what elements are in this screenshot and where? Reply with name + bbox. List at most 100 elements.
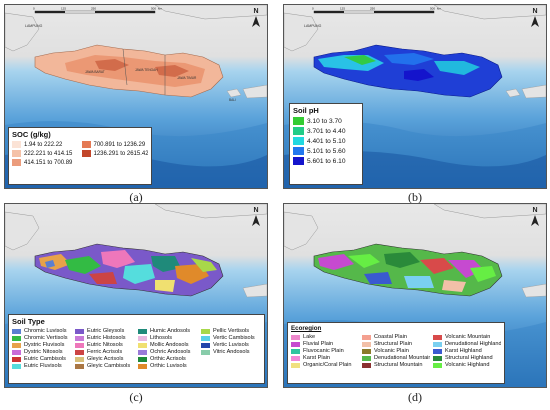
legend-label: Gleyic Cambisols [87, 363, 131, 369]
legend-label: 3.701 to 4.40 [307, 127, 346, 135]
legend-item: Pellic Vertisols [201, 328, 261, 334]
scale-bar: 0 125 250 500 km [33, 7, 163, 14]
north-arrow-icon: N [249, 8, 263, 28]
legend-swatch [362, 348, 371, 354]
legend-swatch [433, 348, 442, 354]
caption-d: (d) [408, 390, 422, 404]
legend-ph: Soil pH 3.10 to 3.70 3.701 to 4.40 4.401 t… [289, 103, 363, 185]
legend-label: Dystric Nitosols [24, 349, 63, 355]
legend-items: Chromic Luvisols Eutric Gleysols Humic And… [9, 328, 264, 371]
legend-label: Ferric Acrisols [87, 349, 123, 355]
legend-swatch [12, 328, 21, 334]
map-panel-soil-type: N Soil Type Chromic Luvisols Eutric Gleys… [4, 203, 268, 388]
legend-swatch [433, 334, 442, 340]
legend-label: 4.401 to 5.10 [307, 137, 346, 145]
legend-item: Denudational Highland [433, 341, 501, 347]
svg-text:250: 250 [370, 7, 375, 11]
legend-item: Volcanic Plain [362, 348, 430, 354]
label-bali: BALI [229, 98, 236, 102]
legend-item: Eutric Histosols [75, 335, 135, 341]
legend-item: Mollic Andosols [138, 342, 198, 348]
legend-label: Structural Mountain [374, 362, 423, 368]
legend-item: Chromic Vertisols [12, 335, 72, 341]
legend-swatch [12, 159, 21, 166]
legend-item: Orthic Luvisols [138, 363, 198, 369]
legend-label: Gleyic Acrisols [87, 356, 124, 362]
legend-swatch [138, 356, 147, 362]
legend-item: Gleyic Cambisols [75, 363, 135, 369]
legend-item: Orthic Acrisols [138, 356, 198, 362]
svg-text:500: 500 [151, 7, 156, 11]
legend-item: Dystric Fluvisols [12, 342, 72, 348]
legend-item: Denudational Mountain [362, 355, 430, 361]
legend-item: Vitric Andosols [201, 349, 261, 355]
legend-label: Coastal Plain [374, 334, 407, 340]
legend-label: Chromic Vertisols [24, 335, 68, 341]
label-lampung: LAMPUNG [25, 24, 43, 28]
legend-label: Structural Plain [374, 341, 412, 347]
legend-label: Ochric Andosols [150, 349, 191, 355]
legend-title: Soil pH [293, 106, 319, 115]
legend-swatch [362, 362, 371, 368]
legend-swatch [201, 342, 210, 348]
legend-swatch [362, 341, 371, 347]
legend-swatch [433, 362, 442, 368]
legend-swatch [12, 141, 21, 148]
legend-label: Volcanic Plain [374, 348, 409, 354]
legend-swatch [433, 341, 442, 347]
legend-label: Karst Plain [303, 355, 331, 361]
legend-item: 5.601 to 6.10 [293, 157, 359, 165]
legend-label: Volcanic Mountain [445, 334, 491, 340]
legend-swatch [75, 349, 84, 355]
legend-swatch [12, 150, 21, 157]
legend-label: Humic Andosols [150, 328, 191, 334]
legend-label: Eutric Nitosols [87, 342, 123, 348]
legend-label: 1.94 to 222.22 [24, 141, 63, 148]
legend-swatch [293, 137, 304, 145]
legend-swatch [201, 335, 210, 341]
legend-label: Chromic Luvisols [24, 328, 67, 334]
legend-item: Volcanic Highland [433, 362, 501, 368]
legend-label: 700.891 to 1236.29 [93, 141, 146, 148]
legend-item [201, 363, 261, 369]
legend-label: Mollic Andosols [150, 342, 189, 348]
legend-item: 222.221 to 414.15 [12, 150, 79, 157]
legend-label: Organic/Coral Plain [303, 362, 352, 368]
legend-swatch [75, 335, 84, 341]
legend-swatch [138, 349, 147, 355]
legend-label: 414.151 to 700.89 [24, 159, 73, 166]
legend-label: Fluvial Plain [303, 341, 334, 347]
legend-swatch [433, 355, 442, 361]
legend-label: Vertic Cambisols [213, 335, 255, 341]
label-jawa-timur: JAWA TIMUR [177, 76, 197, 80]
legend-item: 5.101 to 5.60 [293, 147, 359, 155]
legend-item: Eutric Cambisols [12, 356, 72, 362]
legend-label: 1236.291 to 2615.42 [93, 150, 149, 157]
legend-item: Lake [291, 334, 359, 340]
legend-item: 3.701 to 4.40 [293, 127, 359, 135]
legend-item: Coastal Plain [362, 334, 430, 340]
legend-item: 700.891 to 1236.29 [81, 141, 149, 148]
legend-swatch [75, 363, 84, 369]
legend-item: Humic Andosols [138, 328, 198, 334]
legend-item: Structural Highland [433, 355, 501, 361]
label-jawa-barat: JAWA BARAT [85, 70, 105, 74]
legend-label: 5.601 to 6.10 [307, 157, 346, 165]
legend-label: Denudational Mountain [374, 355, 430, 361]
legend-item: Ochric Andosols [138, 349, 198, 355]
legend-swatch [291, 334, 300, 340]
legend-label: Eutric Cambisols [24, 356, 66, 362]
legend-item [201, 356, 261, 362]
legend-label: Vertic Luvisols [213, 342, 249, 348]
legend-item: Organic/Coral Plain [291, 362, 359, 368]
legend-swatch [293, 147, 304, 155]
legend-swatch [362, 355, 371, 361]
legend-item: Dystric Nitosols [12, 349, 72, 355]
north-arrow-icon: N [249, 207, 263, 227]
svg-text:km: km [158, 7, 163, 11]
north-arrow-icon: N [528, 8, 542, 28]
legend-swatch [293, 127, 304, 135]
legend-swatch [362, 334, 371, 340]
legend-label: Orthic Acrisols [150, 356, 186, 362]
legend-label: Lake [303, 334, 316, 340]
